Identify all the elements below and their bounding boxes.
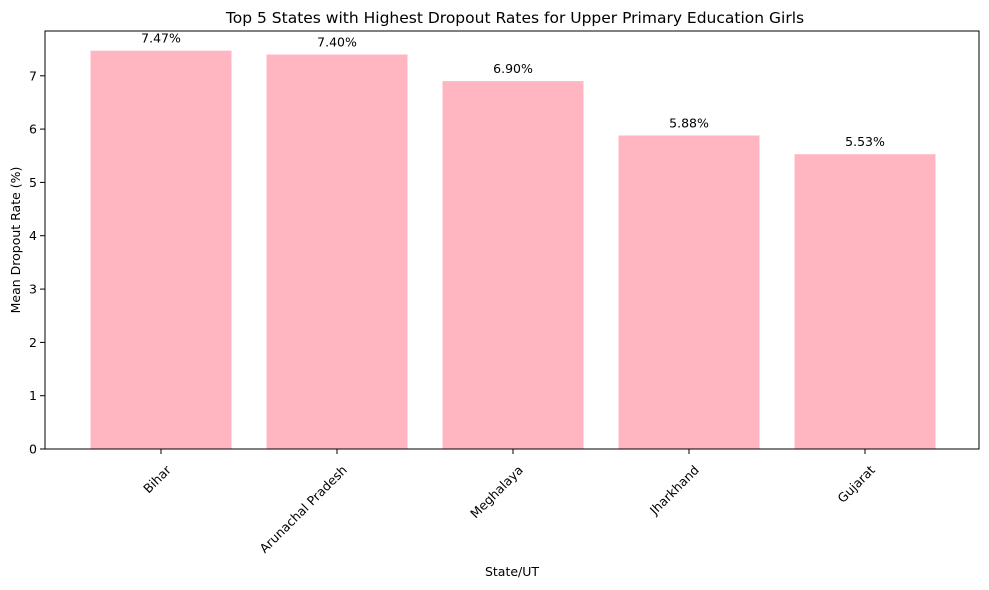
y-tick-label: 1 [29,388,37,403]
y-tick-label: 2 [29,335,37,350]
x-tick-label-arunachal-pradesh: Arunachal Pradesh [256,462,350,556]
x-tick-label-bihar: Bihar [140,462,174,496]
bar-gujarat [794,154,936,449]
x-tick-label-jharkhand: Jharkhand [646,462,702,518]
data-label-meghalaya: 6.90% [493,61,533,76]
bar-meghalaya [442,81,584,449]
x-axis: Bihar Arunachal Pradesh Meghalaya Jharkhand… [140,449,878,556]
y-axis-label: Mean Dropout Rate (%) [8,167,23,314]
y-axis: 0 1 2 3 4 5 6 7 [29,68,45,457]
data-label-gujarat: 5.53% [845,134,885,149]
y-tick-label: 0 [29,442,37,457]
y-tick-label: 7 [29,68,37,83]
bars-layer [90,50,936,449]
data-label-arunachal-pradesh: 7.40% [317,35,357,50]
data-label-bihar: 7.47% [141,31,181,46]
x-tick-label-meghalaya: Meghalaya [467,462,526,521]
bar-arunachal-pradesh [266,54,408,449]
y-tick-label: 4 [29,228,37,243]
chart-title: Top 5 States with Highest Dropout Rates … [225,9,804,27]
bar-bihar [90,50,232,449]
y-tick-label: 6 [29,122,37,137]
y-tick-label: 5 [29,175,37,190]
x-axis-label: State/UT [485,564,539,579]
y-tick-label: 3 [29,282,37,297]
data-labels-layer: 7.47% 7.40% 6.90% 5.88% 5.53% [141,31,885,149]
data-label-jharkhand: 5.88% [669,116,709,131]
bar-jharkhand [618,135,760,449]
plot-area-frame [44,30,980,450]
x-tick-label-gujarat: Gujarat [834,462,878,506]
